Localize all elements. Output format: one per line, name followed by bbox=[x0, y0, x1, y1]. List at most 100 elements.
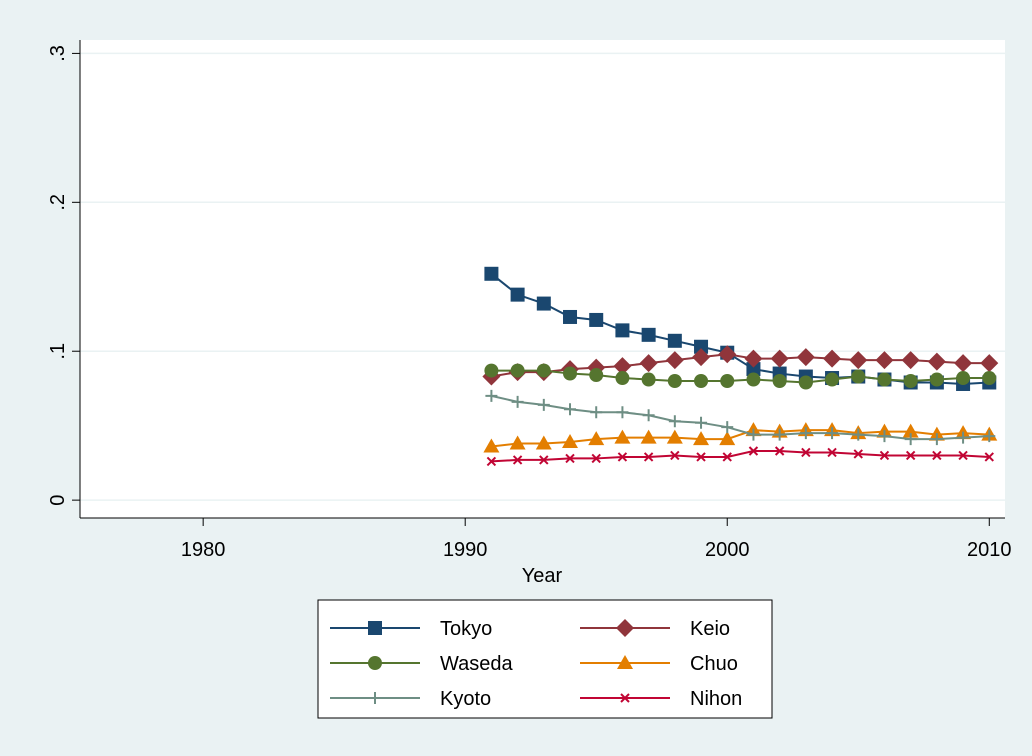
marker bbox=[744, 349, 763, 368]
marker bbox=[642, 409, 655, 422]
marker bbox=[643, 452, 654, 462]
marker bbox=[875, 351, 894, 370]
marker bbox=[484, 266, 499, 281]
marker bbox=[484, 363, 499, 378]
marker bbox=[980, 354, 999, 373]
marker bbox=[932, 450, 942, 461]
marker bbox=[565, 453, 575, 464]
marker bbox=[904, 433, 917, 446]
series-line bbox=[491, 449, 990, 463]
marker bbox=[512, 455, 523, 465]
marker bbox=[957, 431, 970, 444]
marker bbox=[798, 375, 813, 390]
marker bbox=[615, 323, 630, 338]
marker bbox=[879, 450, 890, 461]
legend-label: Nihon bbox=[690, 688, 742, 710]
marker bbox=[620, 693, 630, 703]
y-tick-label: .3 bbox=[47, 45, 69, 62]
x-tick-label: 2010 bbox=[967, 539, 1012, 561]
marker bbox=[772, 374, 787, 389]
marker bbox=[563, 309, 578, 324]
marker bbox=[485, 389, 498, 402]
marker bbox=[984, 452, 994, 462]
marker bbox=[536, 363, 551, 378]
marker bbox=[694, 374, 709, 389]
y-tick-label: 0 bbox=[47, 495, 69, 506]
marker bbox=[954, 354, 973, 373]
marker bbox=[368, 656, 382, 670]
legend-label: Keio bbox=[690, 618, 730, 640]
marker bbox=[746, 362, 761, 377]
marker bbox=[539, 455, 549, 465]
marker bbox=[905, 450, 916, 461]
marker bbox=[483, 438, 500, 453]
marker bbox=[613, 357, 632, 376]
legend-label: Kyoto bbox=[440, 688, 491, 710]
marker bbox=[927, 352, 946, 371]
marker bbox=[639, 354, 658, 373]
marker bbox=[640, 429, 657, 444]
marker bbox=[770, 349, 789, 368]
marker bbox=[956, 371, 971, 386]
marker bbox=[801, 447, 811, 458]
legend-label: Tokyo bbox=[440, 618, 492, 640]
marker bbox=[589, 368, 604, 383]
marker bbox=[902, 423, 919, 438]
marker bbox=[696, 452, 706, 462]
y-tick-label: .2 bbox=[47, 194, 69, 211]
marker bbox=[667, 333, 682, 348]
marker bbox=[537, 398, 550, 411]
x-tick-label: 1980 bbox=[181, 539, 226, 561]
x-axis-label: Year bbox=[522, 565, 563, 587]
marker bbox=[721, 421, 734, 434]
marker bbox=[722, 452, 732, 462]
marker bbox=[982, 371, 997, 386]
marker bbox=[720, 374, 735, 389]
marker bbox=[564, 403, 577, 416]
marker bbox=[616, 406, 629, 419]
marker bbox=[615, 371, 630, 386]
marker bbox=[486, 456, 497, 467]
marker bbox=[748, 446, 759, 456]
marker bbox=[617, 452, 628, 462]
marker bbox=[903, 374, 918, 389]
marker bbox=[694, 339, 709, 354]
marker bbox=[827, 447, 837, 458]
marker bbox=[796, 348, 815, 367]
marker bbox=[901, 351, 920, 370]
marker bbox=[589, 312, 604, 327]
marker bbox=[774, 446, 785, 456]
marker bbox=[591, 453, 601, 464]
marker bbox=[617, 655, 633, 669]
marker bbox=[823, 349, 842, 368]
marker bbox=[958, 450, 968, 461]
marker bbox=[853, 449, 863, 459]
marker bbox=[670, 450, 680, 461]
marker bbox=[799, 427, 812, 440]
marker bbox=[692, 348, 711, 367]
marker bbox=[878, 430, 891, 443]
legend-label: Waseda bbox=[440, 653, 514, 675]
legend-label: Chuo bbox=[690, 653, 738, 675]
marker bbox=[368, 621, 382, 635]
marker bbox=[929, 372, 944, 387]
marker bbox=[616, 619, 634, 637]
marker bbox=[614, 429, 631, 444]
marker bbox=[826, 427, 839, 440]
marker bbox=[667, 374, 682, 389]
marker bbox=[983, 430, 996, 443]
marker bbox=[746, 372, 761, 387]
marker bbox=[718, 345, 737, 364]
marker bbox=[668, 415, 681, 428]
marker bbox=[588, 431, 605, 446]
marker bbox=[852, 428, 865, 441]
marker bbox=[666, 429, 683, 444]
marker bbox=[509, 435, 526, 450]
marker bbox=[641, 327, 656, 342]
marker bbox=[747, 428, 760, 441]
marker bbox=[510, 363, 525, 378]
marker bbox=[825, 372, 840, 387]
x-tick-label: 1990 bbox=[443, 539, 488, 561]
marker bbox=[641, 372, 656, 387]
